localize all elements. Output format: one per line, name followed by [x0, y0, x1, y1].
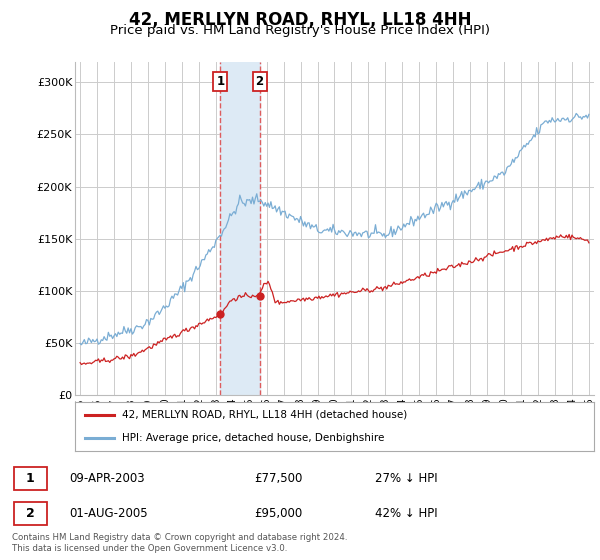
Text: 42, MERLLYN ROAD, RHYL, LL18 4HH: 42, MERLLYN ROAD, RHYL, LL18 4HH: [129, 11, 471, 29]
Text: 42% ↓ HPI: 42% ↓ HPI: [375, 507, 437, 520]
Text: £77,500: £77,500: [254, 472, 302, 486]
Text: Contains HM Land Registry data © Crown copyright and database right 2024.
This d: Contains HM Land Registry data © Crown c…: [12, 533, 347, 553]
Text: 27% ↓ HPI: 27% ↓ HPI: [375, 472, 437, 486]
Text: 01-AUG-2005: 01-AUG-2005: [70, 507, 148, 520]
Text: 42, MERLLYN ROAD, RHYL, LL18 4HH (detached house): 42, MERLLYN ROAD, RHYL, LL18 4HH (detach…: [122, 410, 407, 420]
Text: £95,000: £95,000: [254, 507, 302, 520]
Text: HPI: Average price, detached house, Denbighshire: HPI: Average price, detached house, Denb…: [122, 433, 384, 444]
Text: Price paid vs. HM Land Registry's House Price Index (HPI): Price paid vs. HM Land Registry's House …: [110, 24, 490, 36]
FancyBboxPatch shape: [14, 502, 47, 525]
Bar: [220, 62, 260, 395]
Text: 2: 2: [256, 75, 263, 88]
Text: 2: 2: [26, 507, 35, 520]
FancyBboxPatch shape: [14, 467, 47, 491]
Text: 09-APR-2003: 09-APR-2003: [70, 472, 145, 486]
Text: 1: 1: [26, 472, 35, 486]
Text: 1: 1: [216, 75, 224, 88]
